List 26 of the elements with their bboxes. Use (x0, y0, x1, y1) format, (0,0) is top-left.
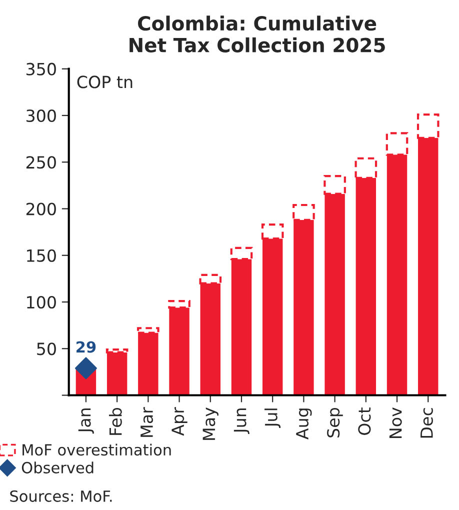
legend-label: MoF overestimation (22, 444, 171, 456)
legend-label: Observed (22, 462, 94, 474)
bar (106, 352, 128, 396)
x-tick-label: Jul (264, 408, 281, 428)
y-tick-label: 200 (26, 202, 56, 216)
y-tick-label: 250 (26, 156, 56, 169)
x-tick-label: May (202, 408, 218, 440)
x-tick-label: Nov (389, 408, 402, 438)
y-tick-label: 350 (26, 62, 56, 76)
x-tick-label: Jun (234, 408, 250, 434)
x-tick-label: Feb (109, 408, 122, 435)
source-note: Sources: MoF. (10, 490, 112, 502)
x-tick-label: Sep (327, 408, 343, 438)
y-tick-label: 100 (27, 296, 56, 309)
x-tick-label: Jan (78, 408, 94, 434)
y-tick-label: 300 (26, 109, 56, 122)
data-label: 29 (76, 341, 96, 353)
x-tick-label: Oct (358, 407, 371, 435)
x-tick-label: Dec (420, 408, 433, 438)
chart-title: Colombia: Cumulative Net Tax Collection 2025 (130, 16, 385, 52)
x-tick-label: Aug (296, 408, 312, 440)
y-tick-label: 50 (37, 342, 56, 356)
x-tick-label: Mar (140, 407, 154, 437)
x-tick-label: Apr (172, 407, 188, 436)
y-axis-title: COP tn (77, 76, 132, 88)
y-tick-label: 150 (27, 249, 56, 262)
